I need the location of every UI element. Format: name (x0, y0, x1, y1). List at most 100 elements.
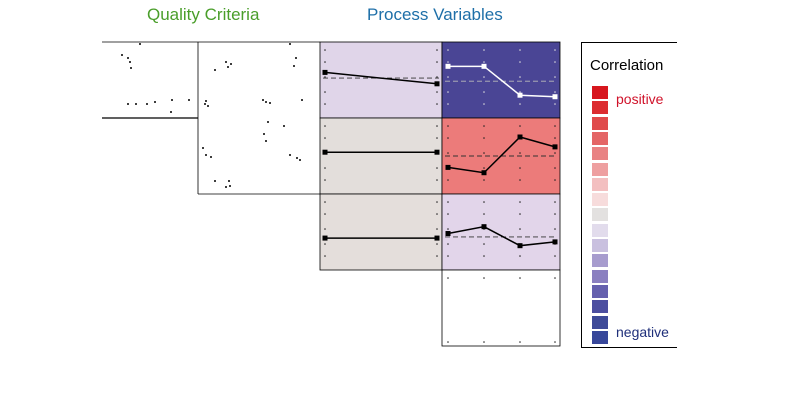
scatter-point (188, 99, 190, 101)
series-line (447, 136, 556, 174)
tick-dot (436, 213, 438, 215)
legend-swatch (592, 300, 608, 314)
tick-dot (436, 91, 438, 93)
tick-dot (436, 49, 438, 51)
tick-dot (519, 277, 521, 279)
legend-swatch (592, 116, 608, 130)
tick-dot (436, 103, 438, 105)
tick-dot (324, 137, 326, 139)
tick-dot (554, 49, 556, 51)
scatter-point (225, 186, 227, 188)
tick-dot (554, 152, 556, 154)
scatter-point (263, 133, 265, 135)
scatter-point (170, 111, 172, 113)
tick-dot (519, 103, 521, 105)
tick-dot (436, 179, 438, 181)
scatter-point (154, 101, 156, 103)
tick-dot (519, 125, 521, 127)
tick-dot (554, 91, 556, 93)
scatter-point (146, 103, 148, 105)
tick-dot (436, 243, 438, 245)
tick-dot (483, 201, 485, 203)
tick-dot (447, 179, 449, 181)
legend-swatch (592, 86, 608, 99)
data-point (517, 134, 523, 140)
tick-dot (483, 277, 485, 279)
tick-dot (483, 137, 485, 139)
legend-swatch (592, 162, 608, 176)
correlation-legend: Correlation positive negative (581, 42, 677, 348)
scatter-point (269, 102, 271, 104)
scatter-point (301, 99, 303, 101)
scatter-point (207, 105, 209, 107)
legend-swatch (592, 193, 608, 207)
tick-dot (554, 167, 556, 169)
tick-dot (324, 49, 326, 51)
scatter-point (265, 101, 267, 103)
scatter-point (130, 67, 132, 69)
correlation-cell (319, 193, 443, 271)
legend-swatch (592, 208, 608, 222)
legend-swatch (592, 315, 608, 329)
series-line (447, 225, 556, 247)
data-point (322, 235, 328, 241)
tick-dot (436, 255, 438, 257)
tick-dot (324, 179, 326, 181)
tick-dot (436, 125, 438, 127)
tick-dot (519, 201, 521, 203)
data-point (434, 81, 440, 87)
tick-dot (519, 49, 521, 51)
scatter-point (283, 125, 285, 127)
data-point (517, 243, 523, 249)
scatter-point (293, 65, 295, 67)
tick-dot (447, 76, 449, 78)
tick-dot (447, 201, 449, 203)
tick-dot (324, 91, 326, 93)
legend-swatch (592, 147, 608, 161)
tick-dot (436, 228, 438, 230)
legend-swatch (592, 131, 608, 145)
data-point (481, 63, 487, 69)
tick-dot (554, 255, 556, 257)
legend-swatch (592, 101, 608, 115)
tick-dot (447, 49, 449, 51)
scatter-point (262, 99, 264, 101)
scatter-point (289, 154, 291, 156)
data-point (552, 239, 558, 245)
scatter-point (230, 63, 232, 65)
tick-dot (447, 277, 449, 279)
correlation-cell (319, 117, 443, 195)
data-point (322, 69, 328, 75)
tick-dot (554, 277, 556, 279)
tick-dot (447, 152, 449, 154)
tick-dot (324, 103, 326, 105)
tick-dot (483, 167, 485, 169)
tick-dot (436, 201, 438, 203)
tick-dot (483, 91, 485, 93)
tick-dot (554, 179, 556, 181)
tick-dot (554, 61, 556, 63)
scatter-point (127, 103, 129, 105)
scatter-point (121, 54, 123, 56)
tick-dot (447, 91, 449, 93)
tick-dot (519, 213, 521, 215)
legend-swatch (592, 269, 608, 283)
empty-cell (441, 269, 561, 347)
tick-dot (483, 61, 485, 63)
correlation-cell (441, 193, 561, 271)
data-point (445, 164, 451, 170)
tick-dot (554, 213, 556, 215)
tick-dot (324, 167, 326, 169)
tick-dot (324, 76, 326, 78)
tick-dot (447, 228, 449, 230)
legend-swatch (592, 223, 608, 237)
tick-dot (324, 201, 326, 203)
legend-negative-label: negative (616, 324, 669, 340)
tick-dot (436, 137, 438, 139)
tick-dot (519, 76, 521, 78)
data-point (445, 63, 451, 69)
series-line (324, 71, 438, 85)
tick-dot (324, 255, 326, 257)
scatter-point (135, 103, 137, 105)
